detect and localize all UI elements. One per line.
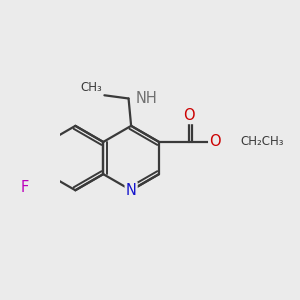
Text: NH: NH <box>136 91 158 106</box>
Text: F: F <box>20 180 29 195</box>
Text: N: N <box>126 183 136 198</box>
Text: CH₂CH₃: CH₂CH₃ <box>241 136 284 148</box>
Text: ethyl: ethyl <box>248 141 251 142</box>
Text: CH₃: CH₃ <box>80 81 102 94</box>
Text: O: O <box>209 134 221 149</box>
Text: O: O <box>183 108 194 123</box>
